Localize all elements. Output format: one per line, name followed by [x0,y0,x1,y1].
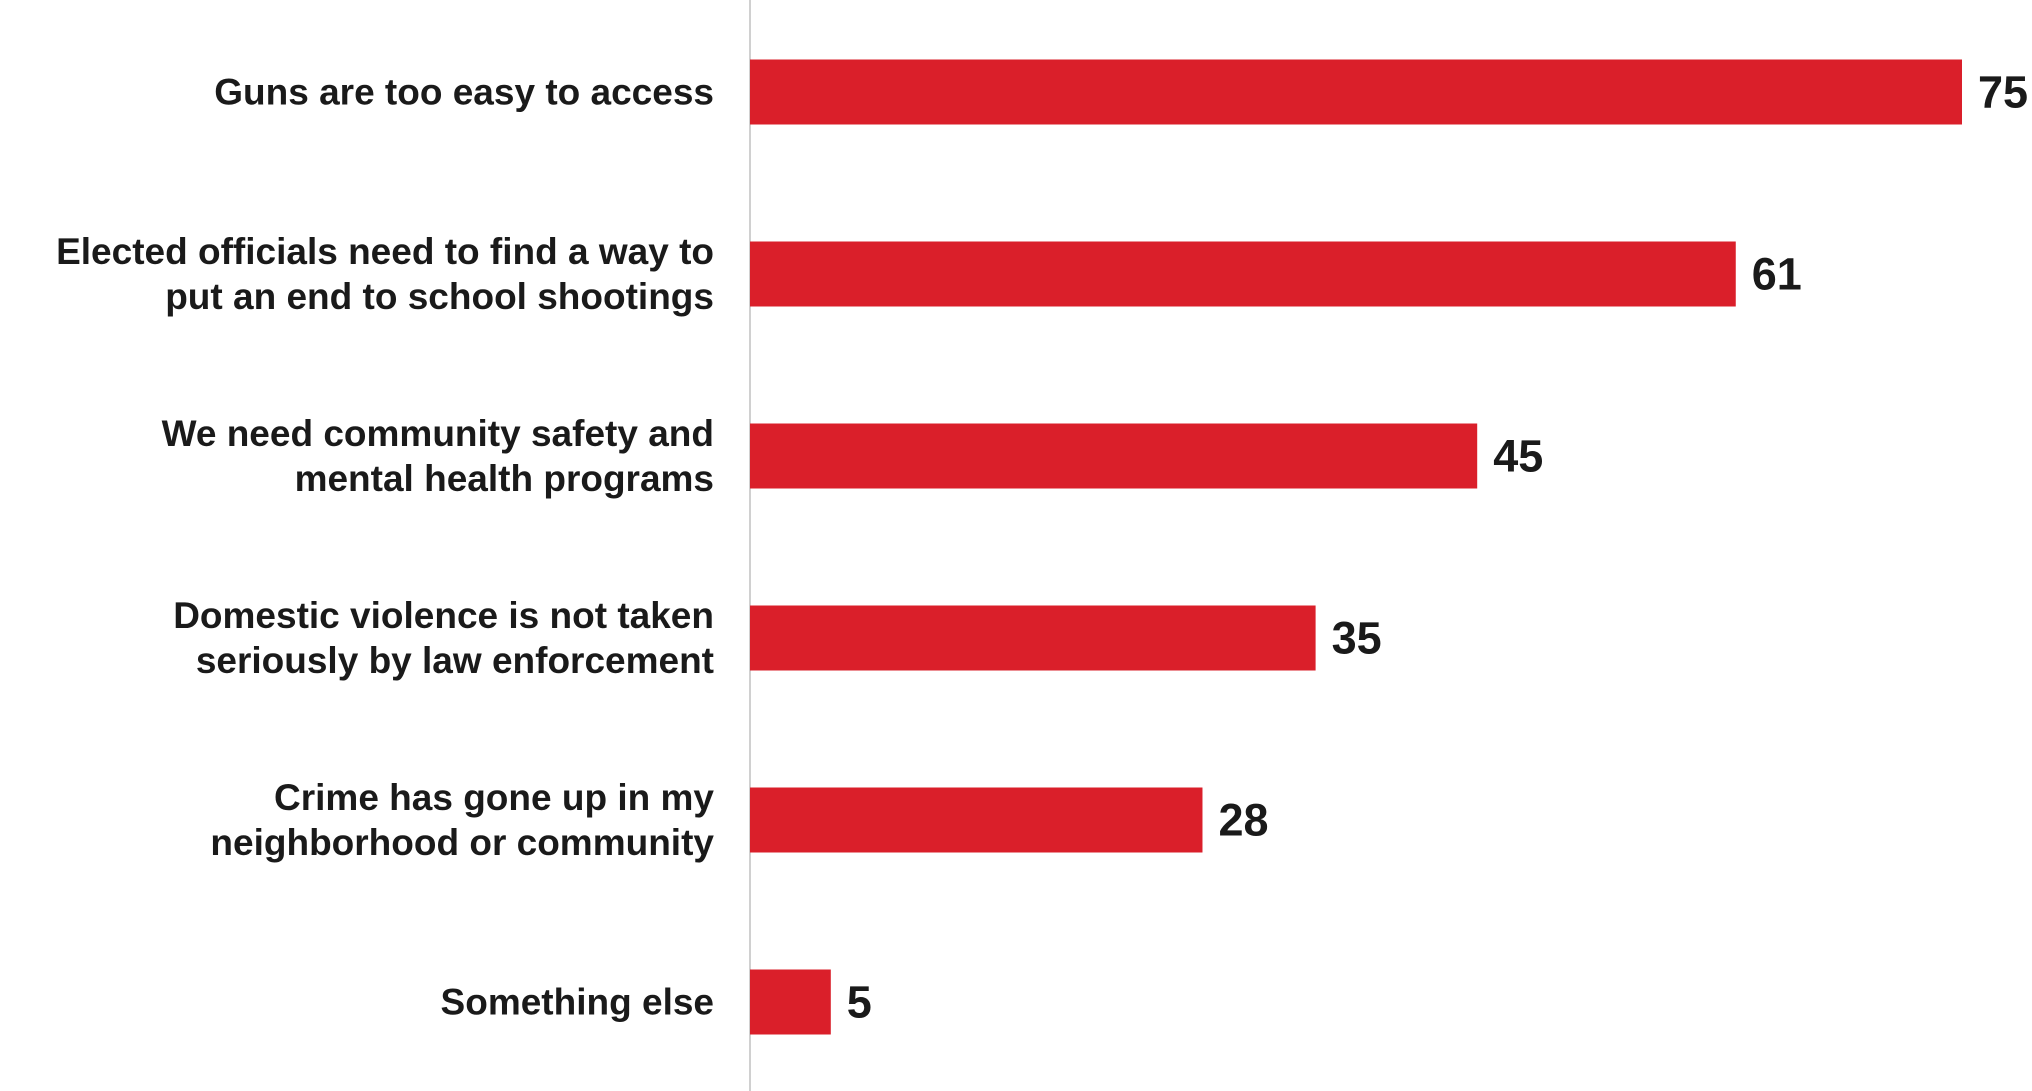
value-label-1: 61 [1752,249,1802,300]
category-label-1-line-0: Elected officials need to find a way to [56,231,714,272]
category-label-1-line-1: put an end to school shootings [165,276,714,317]
bar-2 [750,423,1478,489]
bars-group [750,59,1962,1035]
value-label-4: 28 [1218,795,1268,846]
category-label-2-line-1: mental health programs [295,458,714,499]
bar-1 [750,241,1736,307]
category-label-3-line-0: Domestic violence is not taken [173,595,714,636]
bar-0 [750,59,1962,125]
bar-3 [750,605,1316,671]
category-label-5-line-0: Something else [441,982,714,1023]
category-label-4-line-0: Crime has gone up in my [274,777,714,818]
bar-5 [750,969,831,1035]
category-label-4-line-1: neighborhood or community [210,822,714,863]
value-label-0: 75 [1978,67,2028,118]
value-label-5: 5 [847,977,872,1028]
value-label-2: 45 [1493,431,1543,482]
category-label-0-line-0: Guns are too easy to access [214,72,714,113]
value-labels-group: 75 61 45 35 28 5 [847,67,2028,1028]
category-label-3-line-1: seriously by law enforcement [196,640,714,681]
category-label-2-line-0: We need community safety and [162,413,714,454]
bar-4 [750,787,1203,853]
value-label-3: 35 [1332,613,1382,664]
category-labels-group: Guns are too easy to access Elected offic… [56,72,714,1023]
